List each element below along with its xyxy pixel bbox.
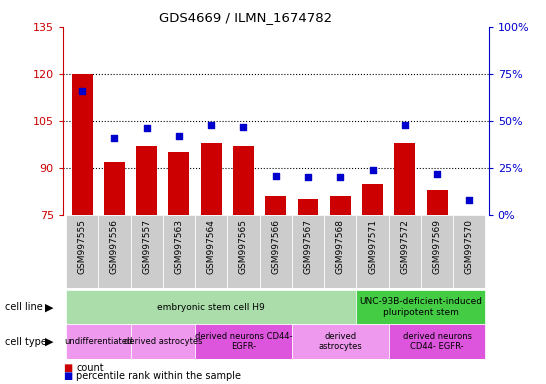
Text: GSM997571: GSM997571 xyxy=(368,219,377,274)
Point xyxy=(175,133,183,139)
Point xyxy=(368,167,377,173)
Bar xyxy=(98,215,130,288)
Bar xyxy=(233,146,254,215)
Text: embryonic stem cell H9: embryonic stem cell H9 xyxy=(157,303,265,312)
Point xyxy=(207,122,216,128)
Point xyxy=(400,122,409,128)
Bar xyxy=(292,215,324,288)
Bar xyxy=(130,215,163,288)
Point xyxy=(239,124,248,130)
Bar xyxy=(265,196,286,215)
Bar xyxy=(66,324,130,359)
Text: GSM997568: GSM997568 xyxy=(336,219,345,274)
Point xyxy=(143,126,151,132)
Point xyxy=(336,174,345,180)
Bar xyxy=(389,324,485,359)
Bar xyxy=(66,290,357,324)
Bar xyxy=(72,74,93,215)
Point xyxy=(432,170,441,177)
Bar xyxy=(426,190,448,215)
Bar xyxy=(130,324,195,359)
Text: GSM997555: GSM997555 xyxy=(78,219,87,274)
Text: ▶: ▶ xyxy=(45,337,54,347)
Text: GSM997567: GSM997567 xyxy=(304,219,312,274)
Bar xyxy=(66,215,98,288)
Text: derived neurons
CD44- EGFR-: derived neurons CD44- EGFR- xyxy=(402,332,472,351)
Text: percentile rank within the sample: percentile rank within the sample xyxy=(76,371,241,381)
Bar xyxy=(330,196,351,215)
Bar xyxy=(453,215,485,288)
Text: derived
astrocytes: derived astrocytes xyxy=(318,332,362,351)
Bar xyxy=(259,215,292,288)
Text: GSM997570: GSM997570 xyxy=(465,219,474,274)
Text: GSM997556: GSM997556 xyxy=(110,219,119,274)
Bar xyxy=(357,290,485,324)
Text: UNC-93B-deficient-induced
pluripotent stem: UNC-93B-deficient-induced pluripotent st… xyxy=(359,298,483,317)
Text: cell line: cell line xyxy=(5,302,43,312)
Text: undifferentiated: undifferentiated xyxy=(64,337,133,346)
Bar xyxy=(298,199,318,215)
Text: ■: ■ xyxy=(63,363,72,373)
Bar xyxy=(195,324,292,359)
Bar xyxy=(163,215,195,288)
Text: GSM997564: GSM997564 xyxy=(207,219,216,273)
Bar xyxy=(357,215,389,288)
Bar xyxy=(169,152,189,215)
Text: ■: ■ xyxy=(63,371,72,381)
Bar xyxy=(227,215,259,288)
Text: ▶: ▶ xyxy=(45,302,54,312)
Point xyxy=(271,172,280,179)
Text: GSM997569: GSM997569 xyxy=(432,219,442,274)
Point xyxy=(110,135,119,141)
Bar xyxy=(136,146,157,215)
Bar xyxy=(324,215,357,288)
Bar xyxy=(394,143,416,215)
Text: GSM997566: GSM997566 xyxy=(271,219,280,274)
Bar xyxy=(195,215,227,288)
Point xyxy=(78,88,86,94)
Bar xyxy=(292,324,389,359)
Text: cell type: cell type xyxy=(5,337,48,347)
Bar xyxy=(389,215,421,288)
Point xyxy=(304,174,312,180)
Text: count: count xyxy=(76,363,104,373)
Bar xyxy=(362,184,383,215)
Bar xyxy=(421,215,453,288)
Text: GSM997565: GSM997565 xyxy=(239,219,248,274)
Text: derived astrocytes: derived astrocytes xyxy=(123,337,202,346)
Text: GSM997572: GSM997572 xyxy=(400,219,410,273)
Point xyxy=(465,197,474,203)
Text: GSM997557: GSM997557 xyxy=(142,219,151,274)
Text: derived neurons CD44-
EGFR-: derived neurons CD44- EGFR- xyxy=(195,332,292,351)
Bar xyxy=(104,162,125,215)
Text: GSM997563: GSM997563 xyxy=(174,219,183,274)
Text: GDS4669 / ILMN_1674782: GDS4669 / ILMN_1674782 xyxy=(159,12,333,25)
Bar xyxy=(201,143,222,215)
